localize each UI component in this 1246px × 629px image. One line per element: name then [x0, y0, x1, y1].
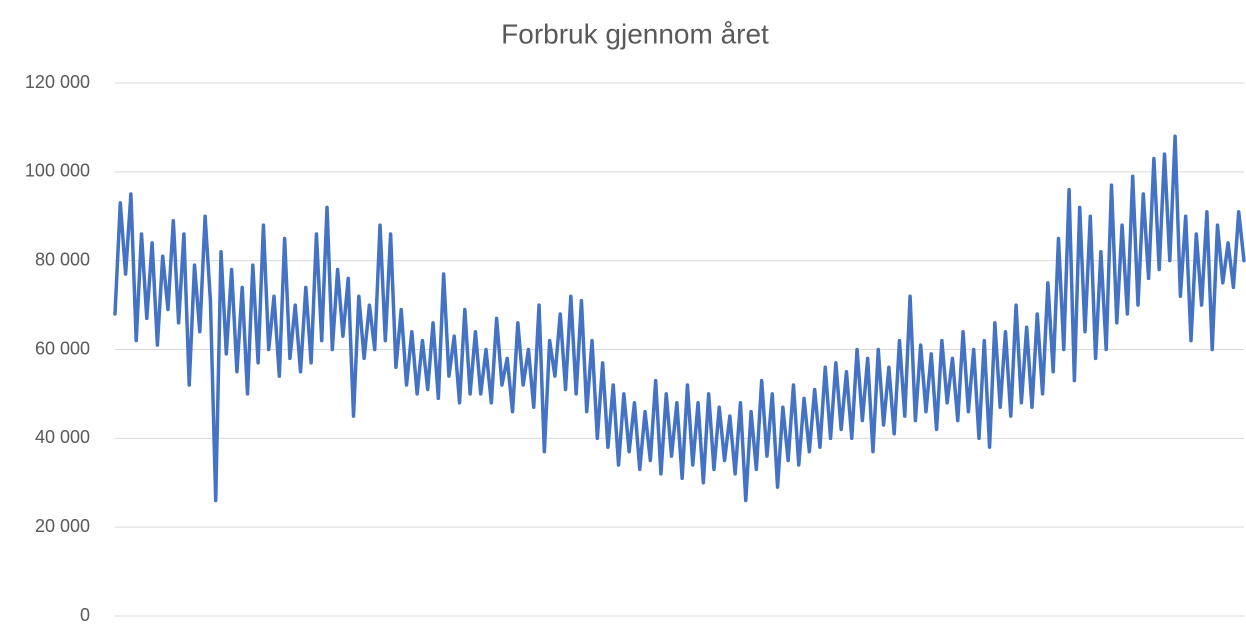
y-tick-label: 0: [80, 605, 90, 624]
y-tick-label: 120 000: [25, 72, 90, 92]
y-tick-label: 60 000: [35, 338, 90, 358]
y-tick-label: 80 000: [35, 249, 90, 269]
chart-title: Forbruk gjennom året: [501, 18, 769, 49]
line-series: [113, 134, 1246, 503]
y-tick-label: 100 000: [25, 161, 90, 181]
y-tick-label: 20 000: [35, 516, 90, 536]
y-tick-label: 40 000: [35, 427, 90, 447]
